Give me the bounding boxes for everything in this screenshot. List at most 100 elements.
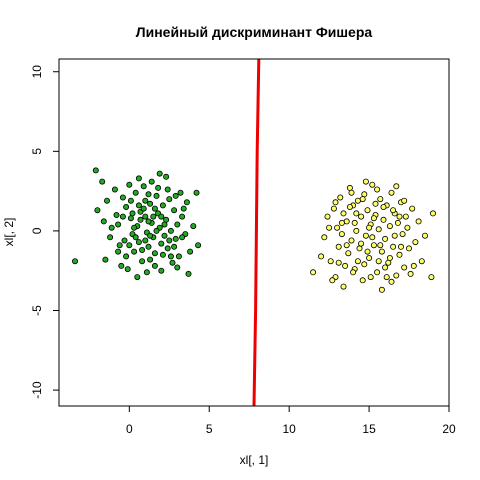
series-1-point — [145, 191, 152, 198]
series-2-point — [364, 207, 371, 214]
series-1-point — [111, 186, 118, 193]
series-1-point — [116, 242, 123, 249]
series-1-point — [172, 235, 179, 242]
x-tick-label: 15 — [362, 422, 376, 436]
series-1-point — [166, 196, 173, 203]
series-1-point — [163, 173, 170, 180]
series-2-point — [412, 239, 419, 246]
series-2-point — [397, 243, 404, 250]
series-1-point — [119, 194, 126, 201]
series-1-point — [99, 178, 106, 185]
series-1-point — [147, 256, 154, 263]
series-2-point — [358, 213, 365, 220]
y-tick-label: 0 — [30, 227, 44, 234]
series-1-point — [142, 197, 149, 204]
series-2-point — [334, 224, 341, 231]
series-2-point — [321, 234, 328, 241]
y-axis: -10 -5 0 5 10 — [30, 65, 60, 399]
series-1-point — [124, 266, 131, 273]
series-1-point — [158, 267, 165, 274]
y-tick-label: -10 — [30, 381, 44, 399]
series-2-point — [366, 254, 373, 261]
series-2-point — [401, 264, 408, 271]
series-2-point — [361, 261, 368, 268]
series-1-point — [119, 213, 126, 220]
series-1-point — [151, 250, 158, 257]
series-1-point — [118, 262, 125, 269]
series-2-point — [364, 248, 371, 255]
series-1-point — [195, 242, 202, 249]
series-2-point — [369, 181, 376, 188]
series-2-point — [354, 258, 361, 265]
series-1-point — [127, 197, 134, 204]
series-2-point — [382, 235, 389, 242]
series-1-point — [193, 189, 200, 196]
series-2-point — [335, 243, 342, 250]
series-1-point — [72, 258, 79, 265]
series-1-point — [137, 216, 144, 223]
series-2-point — [428, 274, 435, 281]
series-2-point — [370, 242, 377, 249]
series-1-point — [164, 186, 171, 193]
series-2-point — [378, 286, 385, 293]
series-2-point — [399, 231, 406, 238]
series-2-point — [348, 237, 355, 244]
series-2-point — [407, 270, 414, 277]
series-2-point — [367, 274, 374, 281]
series-2-point — [362, 232, 369, 239]
series-2-point — [390, 243, 397, 250]
series-2-point — [369, 234, 376, 241]
series-2-point — [429, 210, 436, 217]
series-1-point — [171, 207, 178, 214]
series-1-point — [139, 246, 146, 253]
series-1-point — [159, 251, 166, 258]
series-1-point — [147, 200, 154, 207]
series-2-point — [342, 262, 349, 269]
series-2-point — [377, 196, 384, 203]
series-1-point — [185, 270, 192, 277]
series-2-point — [418, 258, 425, 265]
series-1-point — [123, 203, 130, 210]
series-2-point — [353, 227, 360, 234]
series-1-point — [158, 240, 165, 247]
series-1-point — [131, 224, 138, 231]
series-2-point — [359, 277, 366, 284]
series-2-point — [383, 274, 390, 281]
y-tick-label: -5 — [30, 305, 44, 316]
series-1-point — [126, 181, 133, 188]
series-2-point — [351, 219, 358, 226]
series-1-point — [100, 218, 107, 225]
series-1-point — [123, 253, 130, 260]
series-2-point — [421, 232, 428, 239]
series-2-point — [326, 224, 333, 231]
series-1-point — [169, 259, 176, 266]
series-1-point — [158, 213, 165, 220]
series-2-point — [374, 269, 381, 276]
series-2-point — [404, 224, 411, 231]
series-1-point — [161, 221, 168, 228]
series-2-point — [382, 264, 389, 271]
series-2-point — [359, 196, 366, 203]
series-1-point — [171, 243, 178, 250]
series-2-point — [380, 216, 387, 223]
series-2-point — [329, 277, 336, 284]
series-1-point — [166, 237, 173, 244]
series-1-point — [113, 211, 120, 218]
series-1-point — [151, 205, 158, 212]
series-1-point — [94, 207, 101, 214]
x-axis-label: xl[, 1] — [240, 453, 269, 467]
series-2-point — [343, 242, 350, 249]
series-1-point — [143, 269, 150, 276]
series-2-point — [396, 213, 403, 220]
series-1-point — [153, 227, 160, 234]
series-1-point — [164, 245, 171, 252]
series-2-point — [393, 272, 400, 279]
series-1-point — [142, 237, 149, 244]
series-2-point — [335, 259, 342, 266]
series-2-point — [393, 183, 400, 190]
series-1-point — [139, 258, 146, 265]
series-1-point — [180, 205, 187, 212]
series-1-point — [177, 189, 184, 196]
series-1-point — [172, 192, 179, 199]
